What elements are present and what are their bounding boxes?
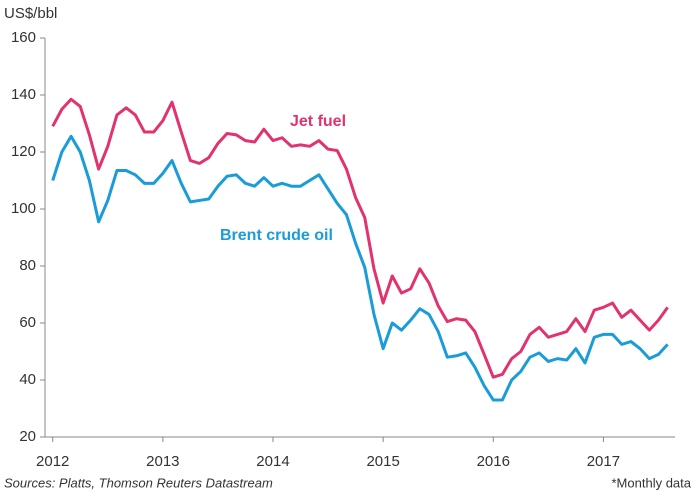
y-tick-label: 120: [11, 143, 36, 160]
series-line: [51, 97, 669, 379]
y-tick-label: 140: [11, 86, 36, 103]
x-tick-label: 2012: [36, 453, 69, 470]
y-tick-label: 20: [19, 428, 36, 445]
source: Sources: Platts, Thomson Reuters Datastr…: [4, 475, 273, 490]
series-label: Jet fuel: [290, 113, 346, 130]
x-tick-label: 2014: [256, 453, 289, 470]
y-tick-label: 60: [19, 314, 36, 331]
note: *Monthly data: [612, 475, 692, 490]
x-tick-label: 2015: [366, 453, 399, 470]
y-tick-label: 40: [19, 371, 36, 388]
y-tick-label: 80: [19, 257, 36, 274]
y-tick-label: 100: [11, 200, 36, 217]
series-line: [51, 134, 669, 402]
x-tick-label: 2013: [146, 453, 179, 470]
y-tick-label: 160: [11, 29, 36, 46]
x-tick-label: 2016: [477, 453, 510, 470]
x-tick-label: 2017: [587, 453, 620, 470]
series-label: Brent crude oil: [220, 227, 333, 244]
y-axis-label: US$/bbl: [4, 5, 57, 22]
